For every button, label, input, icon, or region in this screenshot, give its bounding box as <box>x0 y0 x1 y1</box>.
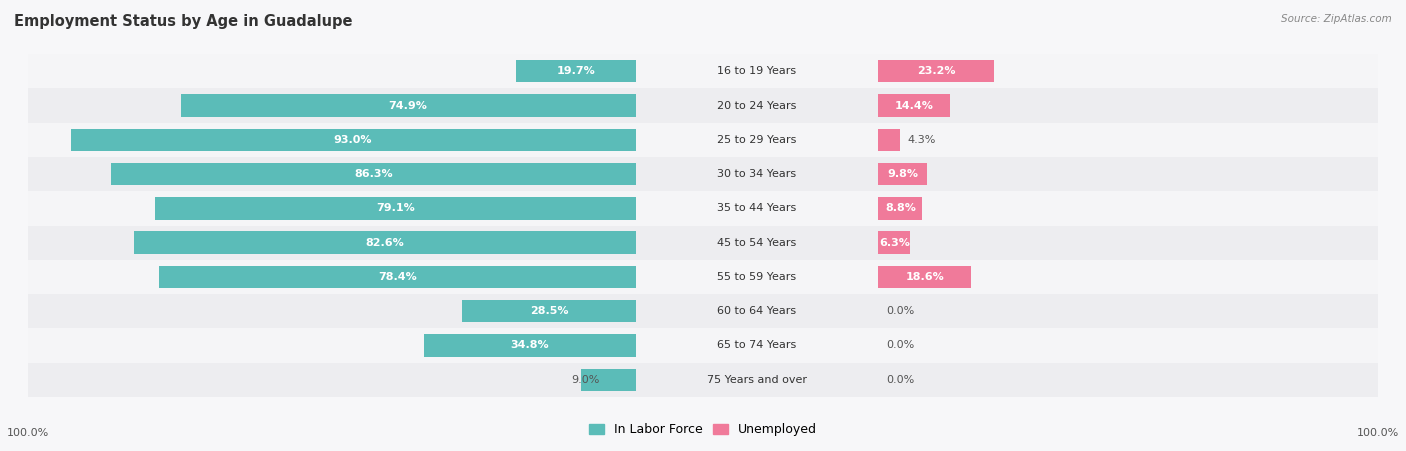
Bar <box>636 54 879 88</box>
Text: Source: ZipAtlas.com: Source: ZipAtlas.com <box>1281 14 1392 23</box>
Text: 100.0%: 100.0% <box>1357 428 1399 438</box>
Text: 55 to 59 Years: 55 to 59 Years <box>717 272 797 282</box>
Bar <box>636 123 879 157</box>
Text: 82.6%: 82.6% <box>366 238 404 248</box>
Text: 9.0%: 9.0% <box>572 375 600 385</box>
Bar <box>28 157 636 191</box>
Bar <box>879 226 1378 260</box>
Bar <box>516 60 636 83</box>
Bar <box>28 123 636 157</box>
Bar <box>636 260 879 294</box>
Text: 79.1%: 79.1% <box>375 203 415 213</box>
Bar <box>159 266 636 288</box>
Bar <box>636 363 879 397</box>
Text: 28.5%: 28.5% <box>530 306 568 316</box>
Bar <box>879 129 900 151</box>
Text: 65 to 74 Years: 65 to 74 Years <box>717 341 797 350</box>
Text: 60 to 64 Years: 60 to 64 Years <box>717 306 797 316</box>
Bar <box>155 197 636 220</box>
Text: 0.0%: 0.0% <box>886 306 914 316</box>
Bar <box>111 163 636 185</box>
Bar <box>28 54 636 88</box>
Bar <box>28 226 636 260</box>
Bar <box>879 54 1378 88</box>
Bar <box>636 226 879 260</box>
Bar <box>879 266 972 288</box>
Bar <box>879 157 1378 191</box>
Bar <box>28 294 636 328</box>
Bar <box>636 328 879 363</box>
Bar <box>28 88 636 123</box>
Text: 86.3%: 86.3% <box>354 169 392 179</box>
Text: 4.3%: 4.3% <box>907 135 936 145</box>
Bar <box>879 123 1378 157</box>
Bar <box>879 60 994 83</box>
Text: 19.7%: 19.7% <box>557 66 595 76</box>
Text: 45 to 54 Years: 45 to 54 Years <box>717 238 797 248</box>
Bar <box>636 88 879 123</box>
Text: 14.4%: 14.4% <box>896 101 934 110</box>
Text: 0.0%: 0.0% <box>886 375 914 385</box>
Bar <box>879 328 1378 363</box>
Bar <box>636 294 879 328</box>
Bar <box>28 328 636 363</box>
Bar <box>134 231 636 254</box>
Bar <box>636 157 879 191</box>
Text: 30 to 34 Years: 30 to 34 Years <box>717 169 797 179</box>
Text: 8.8%: 8.8% <box>884 203 915 213</box>
Bar <box>879 363 1378 397</box>
Bar <box>879 260 1378 294</box>
Bar <box>581 368 636 391</box>
Text: 0.0%: 0.0% <box>886 341 914 350</box>
Bar <box>879 294 1378 328</box>
Bar <box>425 334 636 357</box>
Text: 74.9%: 74.9% <box>388 101 427 110</box>
Text: 100.0%: 100.0% <box>7 428 49 438</box>
Text: 16 to 19 Years: 16 to 19 Years <box>717 66 797 76</box>
Bar <box>28 191 636 226</box>
Bar <box>463 300 636 322</box>
Text: 35 to 44 Years: 35 to 44 Years <box>717 203 797 213</box>
Bar <box>879 94 950 117</box>
Text: 34.8%: 34.8% <box>510 341 550 350</box>
Text: 25 to 29 Years: 25 to 29 Years <box>717 135 797 145</box>
Bar <box>879 231 910 254</box>
Bar <box>180 94 636 117</box>
Bar <box>879 191 1378 226</box>
Text: 23.2%: 23.2% <box>917 66 956 76</box>
Text: 78.4%: 78.4% <box>378 272 416 282</box>
Text: 9.8%: 9.8% <box>887 169 918 179</box>
Text: Employment Status by Age in Guadalupe: Employment Status by Age in Guadalupe <box>14 14 353 28</box>
Bar <box>879 88 1378 123</box>
Text: 6.3%: 6.3% <box>879 238 910 248</box>
Bar <box>636 191 879 226</box>
Text: 75 Years and over: 75 Years and over <box>707 375 807 385</box>
Bar <box>28 260 636 294</box>
Bar <box>879 163 928 185</box>
Legend: In Labor Force, Unemployed: In Labor Force, Unemployed <box>585 420 821 440</box>
Text: 93.0%: 93.0% <box>333 135 373 145</box>
Bar <box>28 363 636 397</box>
Text: 18.6%: 18.6% <box>905 272 945 282</box>
Bar <box>70 129 636 151</box>
Bar <box>879 197 922 220</box>
Text: 20 to 24 Years: 20 to 24 Years <box>717 101 797 110</box>
